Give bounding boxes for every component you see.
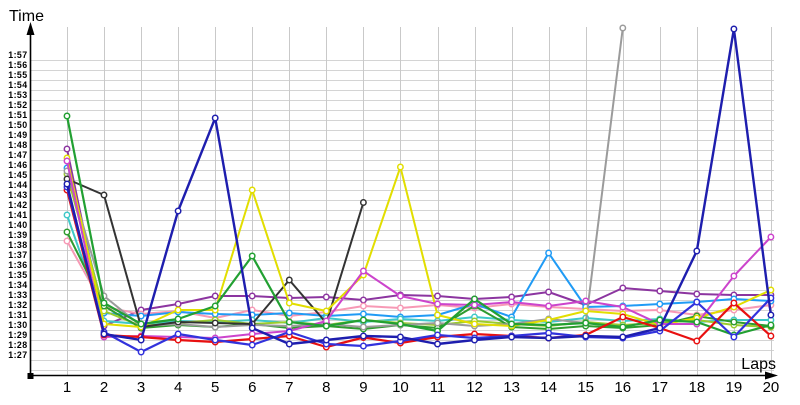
svg-text:12: 12 [466,379,483,396]
svg-text:1:42: 1:42 [8,200,27,210]
svg-text:1:50: 1:50 [8,120,27,130]
svg-text:1:41: 1:41 [8,210,27,220]
svg-text:1:33: 1:33 [8,290,27,300]
svg-text:1:56: 1:56 [8,60,27,70]
svg-text:1:49: 1:49 [8,130,27,140]
svg-text:1:45: 1:45 [8,170,27,180]
svg-text:1:38: 1:38 [8,240,27,250]
svg-text:18: 18 [689,379,706,396]
svg-text:9: 9 [359,379,367,396]
svg-text:1:44: 1:44 [8,180,27,190]
svg-text:8: 8 [322,379,330,396]
svg-text:1:34: 1:34 [8,280,27,290]
svg-text:3: 3 [137,379,145,396]
svg-text:1:32: 1:32 [8,300,27,310]
svg-text:Laps: Laps [741,356,776,373]
svg-text:13: 13 [503,379,520,396]
svg-text:1:30: 1:30 [8,320,27,330]
svg-text:17: 17 [651,379,668,396]
svg-text:1:40: 1:40 [8,220,27,230]
svg-text:1:37: 1:37 [8,250,27,260]
svg-text:2: 2 [100,379,108,396]
svg-text:5: 5 [211,379,219,396]
svg-text:1:28: 1:28 [8,340,27,350]
svg-text:Time: Time [9,8,44,25]
svg-text:20: 20 [763,379,780,396]
svg-text:1:31: 1:31 [8,310,27,320]
svg-text:14: 14 [540,379,557,396]
svg-text:1: 1 [63,379,71,396]
svg-text:1:54: 1:54 [8,80,27,90]
svg-text:11: 11 [430,379,446,396]
svg-text:7: 7 [285,379,293,396]
svg-text:4: 4 [174,379,182,396]
svg-text:6: 6 [248,379,256,396]
svg-text:16: 16 [614,379,631,396]
svg-text:1:39: 1:39 [8,230,27,240]
svg-text:1:55: 1:55 [8,70,27,80]
svg-text:1:48: 1:48 [8,140,27,150]
svg-text:15: 15 [577,379,594,396]
svg-text:1:53: 1:53 [8,90,27,100]
svg-text:1:29: 1:29 [8,330,27,340]
svg-text:1:52: 1:52 [8,100,27,110]
svg-text:10: 10 [392,379,409,396]
svg-text:1:35: 1:35 [8,270,27,280]
svg-text:1:27: 1:27 [8,350,27,360]
svg-text:1:51: 1:51 [8,110,27,120]
svg-text:1:36: 1:36 [8,260,27,270]
svg-text:19: 19 [726,379,743,396]
svg-text:1:47: 1:47 [8,150,27,160]
svg-text:1:46: 1:46 [8,160,27,170]
svg-text:1:57: 1:57 [8,50,27,60]
svg-text:1:43: 1:43 [8,190,27,200]
